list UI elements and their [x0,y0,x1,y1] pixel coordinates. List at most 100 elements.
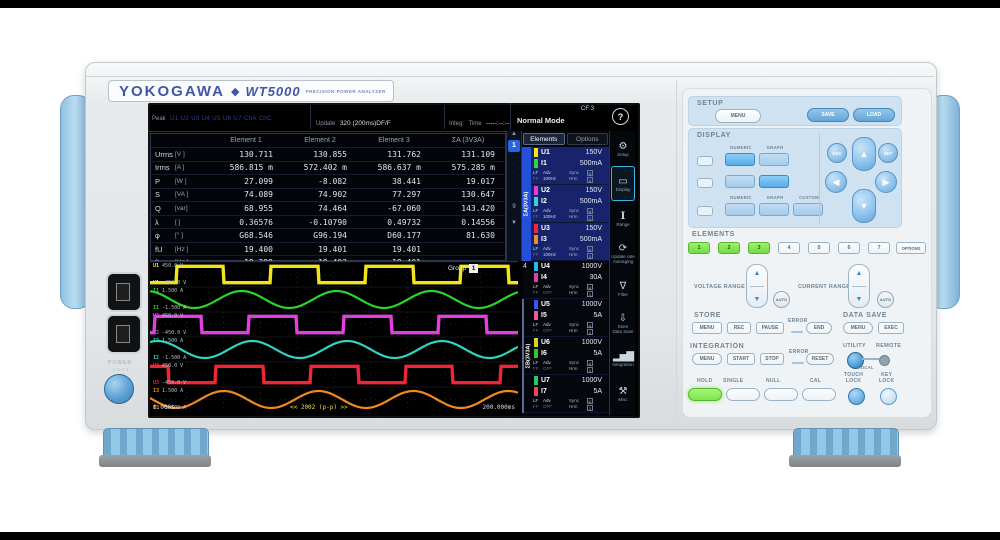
badge-u: U [587,246,593,252]
channel-top-label: I3 1.500 A [153,388,184,394]
cal-button[interactable] [802,388,836,401]
utility-button[interactable] [847,352,864,369]
element-item[interactable]: U3 150V I3 500mA LF FF Adv 100Hz Sync Hrm U 1 [522,223,609,261]
display-menu-button[interactable]: ▭ Display [611,166,635,201]
store-pause-button[interactable]: PAUSE [756,322,784,334]
badge-u: U [587,284,593,290]
setup-menu-label: Setup [617,151,629,157]
measurement-value: -0.10790 [308,217,347,227]
element-item[interactable]: U2 150V I2 500mA LF FF Adv 100Hz Sync Hrm U 1 [522,185,609,223]
data-save-exec-button[interactable]: EXEC [878,322,904,334]
misc-menu-button[interactable]: ⚒ Misc [611,376,635,411]
current-range-rocker[interactable]: ▲ ▼ [848,264,870,308]
store-rec-button[interactable]: REC [727,322,751,334]
range-menu-button[interactable]: I Range [611,201,635,236]
element-2-button[interactable]: 2 [718,242,740,254]
power-button[interactable] [104,374,134,404]
current-row: I3 500mA [522,234,609,245]
element-7-button[interactable]: 7 [868,242,890,254]
null-label: NULL [766,378,781,384]
integration-stop-button[interactable]: STOP [760,353,784,365]
hold-button[interactable] [688,388,722,401]
badge-1: 1 [587,253,593,259]
measurement-value: 131.109 [461,149,495,159]
cursor-left-button[interactable]: ◀ [825,171,847,193]
display-graph-button-row3[interactable] [759,203,789,216]
cursor-right-button[interactable]: ▶ [875,171,897,193]
sync-hrm: Sync Hrm [569,208,580,219]
measurement-value: 130.711 [239,149,273,159]
cursor-down-button[interactable]: ▼ [852,189,876,223]
key-lock-button[interactable] [880,388,897,405]
integration-menu-button[interactable]: MENU [692,353,722,365]
wiring-group-b[interactable]: ΣB(3V3A) [522,299,533,413]
esc-button[interactable]: ESC [827,143,847,163]
single-button[interactable] [726,388,760,401]
voltage-range-rocker[interactable]: ▲ ▼ [746,264,768,308]
display-graph-button-row1[interactable] [759,153,789,166]
adv-freq: Adv OFF [543,360,552,371]
setup-icon: ⚙ [618,140,628,152]
page-down-icon[interactable]: ▼ [511,220,517,226]
peak-label: Peak [152,116,166,122]
display-numeric-button-row2[interactable] [725,175,755,188]
integration-error-label: ERROR [789,349,809,355]
voltage-color-chip [534,262,538,271]
element-1-button[interactable]: 1 [688,242,710,254]
help-icon[interactable]: ? [612,108,629,125]
null-button[interactable] [764,388,798,401]
store-menu-button[interactable]: ⇩ Store Data Save [611,306,635,341]
badge-1: 1 [587,329,593,335]
voltage-auto-button[interactable]: AUTO [773,291,790,308]
store-end-button[interactable]: END [806,322,832,334]
integration-start-button[interactable]: START [727,353,755,365]
element-5-button[interactable]: 5 [808,242,830,254]
display-row-indicator [697,206,713,216]
element-item[interactable]: U4 1000V I4 30A LF FF Adv OFF Sync Hrm U 1 [522,261,609,299]
element-item[interactable]: U7 1000V I7 5A LF FF Adv OFF Sync Hrm U 1 [522,375,609,413]
waveform-center-label: << 2002 (p-p) >> [290,404,348,411]
left-arrow-icon: ◀ [832,176,840,187]
sync-hrm: Sync Hrm [569,246,580,257]
page-scroller[interactable]: ▲ 1 · · · 9 ▼ [506,131,522,261]
integration-menu-button[interactable]: ▂▅▇ Integration [611,341,635,376]
store-menu-button[interactable]: MENU [692,322,722,334]
usb-port-1[interactable] [106,272,142,312]
data-save-menu-button[interactable]: MENU [843,322,873,334]
display-custom-button-row3[interactable] [793,203,823,216]
current-page: 1 [508,140,520,152]
tab-options[interactable]: Options [566,133,608,145]
column-header: ΣA (3V3A) [451,137,485,144]
page-up-icon[interactable]: ▲ [511,131,517,137]
display-graph-button-row2[interactable] [759,175,789,188]
display-numeric-button-row3[interactable] [725,203,755,216]
touch-lock-button[interactable] [848,388,865,405]
element-item[interactable]: U5 1000V I5 5A LF FF Adv OFF Sync Hrm U 1 [522,299,609,337]
element-6-button[interactable]: 6 [838,242,860,254]
usb-port-2[interactable] [106,314,142,354]
cursor-up-button[interactable]: ▲ [852,137,876,171]
integration-reset-button[interactable]: RESET [806,353,834,365]
setup-menu-button[interactable]: ⚙ Setup [611,131,635,166]
measurement-value: 0.14556 [461,217,495,227]
element-settings: LF FF Adv OFF Sync Hrm U 1 [522,284,609,298]
element-3-button[interactable]: 3 [748,242,770,254]
current-range: 500mA [579,236,602,243]
display-numeric-button-row1[interactable] [725,153,755,166]
element-4-button[interactable]: 4 [778,242,800,254]
current-auto-button[interactable]: AUTO [877,291,894,308]
update-rate-menu-button[interactable]: ⟳ Update rate Averaging [611,236,635,271]
set-button[interactable]: SET [878,143,898,163]
setup-menu-button[interactable]: MENU [715,109,761,123]
wiring-group-a[interactable]: ΣA(3V3A) [522,147,531,261]
options-button[interactable]: OPTIONS [896,242,926,254]
element-item[interactable]: U1 150V I1 500mA LF FF Adv 100Hz Sync Hrm U 1 [522,147,609,185]
tab-elements[interactable]: Elements [523,133,565,145]
filter-menu-button[interactable]: ∇ Filter [611,271,635,306]
load-button[interactable]: LOAD [853,108,895,122]
up-arrow-icon: ▲ [859,148,869,159]
element-item[interactable]: U6 1000V I6 5A LF FF Adv OFF Sync Hrm U 1 [522,337,609,375]
save-button[interactable]: SAVE [807,108,849,122]
